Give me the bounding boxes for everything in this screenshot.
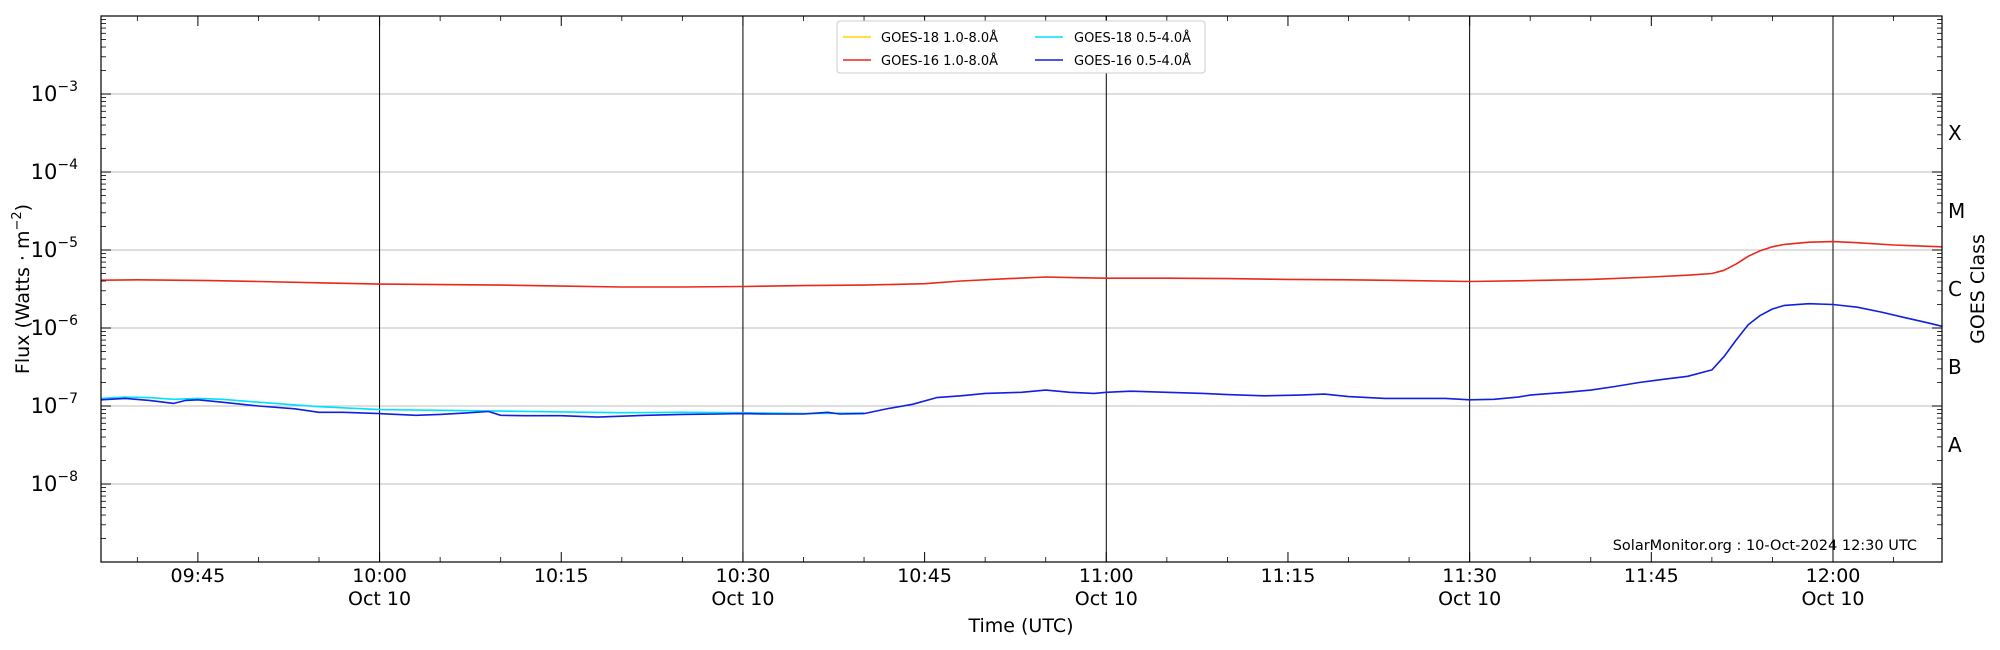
y-axis-label-close: ) [12, 204, 34, 211]
series-layer [100, 240, 1943, 418]
legend: GOES-18 1.0-8.0Å GOES-16 1.0-8.0Å GOES-1… [836, 20, 1206, 74]
y-tick-label-exponent: −6 [57, 313, 78, 329]
y-tick-label-base: 10 [31, 160, 58, 184]
x-tick-label: 11:15 [1261, 565, 1316, 587]
goes-class-axis-label: GOES Class [1967, 234, 1989, 344]
y-tick-label: 10−6 [31, 313, 78, 340]
series-line-1 [100, 240, 1943, 288]
x-tick-label: 11:45 [1624, 565, 1679, 587]
grid-layer [101, 93, 1942, 485]
goes-class-label: B [1948, 355, 1962, 379]
source-annotation: SolarMonitor.org : 10-Oct-2024 12:30 UTC [1613, 538, 1917, 554]
legend-label-goes16-short: GOES-16 0.5-4.0Å [1074, 53, 1191, 69]
y-tick-label-exponent: −7 [57, 391, 78, 407]
goes-class-labels-layer: A B C M X [1948, 121, 1965, 457]
y-tick-label-exponent: −4 [57, 157, 78, 173]
y-tick-label-base: 10 [31, 82, 58, 106]
x-tick-label: 12:00 [1806, 565, 1861, 587]
x-axis-label: Time (UTC) [967, 615, 1073, 637]
legend-box [836, 20, 1206, 74]
legend-label-goes16-long: GOES-16 1.0-8.0Å [881, 53, 998, 69]
legend-label-goes18-short: GOES-18 0.5-4.0Å [1074, 30, 1191, 46]
series-line-3 [100, 302, 1943, 418]
series-line-2 [100, 396, 865, 415]
x-tick-label: 10:45 [897, 565, 952, 587]
y-tick-label-base: 10 [31, 238, 58, 262]
x-tick-label: 09:45 [171, 565, 226, 587]
vertical-lines-layer [379, 16, 1834, 562]
y-tick-label-base: 10 [31, 394, 58, 418]
goes-class-label: A [1948, 433, 1962, 457]
goes-class-label: M [1948, 199, 1965, 223]
y-ticks-layer: 10−810−710−610−510−410−3 [31, 19, 1942, 539]
y-tick-label: 10−5 [31, 235, 78, 262]
x-tick-date-label: Oct 10 [711, 588, 774, 610]
goes-class-label: X [1948, 121, 1962, 145]
y-tick-label-base: 10 [31, 472, 58, 496]
y-tick-label: 10−3 [31, 79, 78, 106]
x-tick-date-label: Oct 10 [348, 588, 411, 610]
x-tick-label: 11:00 [1079, 565, 1134, 587]
y-tick-label-exponent: −5 [57, 235, 78, 251]
y-tick-label-base: 10 [31, 316, 58, 340]
goes-class-label: C [1948, 277, 1962, 301]
y-tick-label-exponent: −3 [57, 79, 78, 95]
x-tick-date-label: Oct 10 [1438, 588, 1501, 610]
x-tick-label: 11:30 [1442, 565, 1497, 587]
y-tick-label-exponent: −8 [57, 469, 78, 485]
plot-frame [100, 15, 1943, 563]
y-axis-label-exponent: −2 [10, 211, 25, 230]
y-axis-label-text: Flux (Watts · m [12, 231, 34, 375]
x-tick-label: 10:30 [716, 565, 771, 587]
x-tick-label: 10:00 [352, 565, 407, 587]
x-tick-label: 10:15 [534, 565, 589, 587]
legend-label-goes18-long: GOES-18 1.0-8.0Å [881, 30, 998, 46]
y-tick-label: 10−7 [31, 391, 78, 418]
y-tick-label: 10−8 [31, 469, 78, 496]
x-tick-date-label: Oct 10 [1801, 588, 1864, 610]
y-tick-label: 10−4 [31, 157, 78, 184]
x-tick-date-label: Oct 10 [1075, 588, 1138, 610]
y-axis-label: Flux (Watts · m−2) [10, 204, 34, 374]
